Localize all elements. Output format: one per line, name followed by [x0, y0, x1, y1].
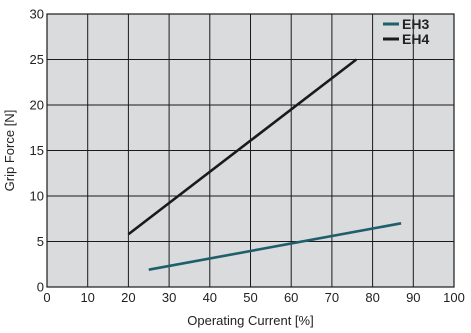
x-tick-label: 90 — [406, 290, 420, 305]
y-tick-label: 5 — [37, 234, 44, 249]
x-tick-label: 100 — [443, 290, 465, 305]
y-axis-label: Grip Force [N] — [2, 110, 17, 192]
x-tick-label: 60 — [284, 290, 298, 305]
legend-label-eh3: EH3 — [402, 16, 429, 32]
tick-labels: 0 10 20 30 40 50 60 70 80 90 100 0 5 10 15 20 25 30 — [30, 7, 465, 306]
x-axis-label: Operating Current [%] — [187, 313, 313, 328]
legend-label-eh4: EH4 — [402, 31, 429, 47]
x-tick-label: 80 — [365, 290, 379, 305]
series-line-eh4 — [127, 58, 358, 236]
y-tick-label: 15 — [30, 143, 44, 158]
y-tick-label: 10 — [30, 189, 44, 204]
y-tick-label: 0 — [37, 280, 44, 295]
x-tick-label: 30 — [162, 290, 176, 305]
y-tick-label: 30 — [30, 7, 44, 22]
y-tick-label: 25 — [30, 52, 44, 67]
series-line-eh3 — [148, 222, 402, 271]
y-tick-label: 20 — [30, 98, 44, 113]
series-lines — [127, 58, 402, 271]
x-tick-label: 70 — [325, 290, 339, 305]
x-tick-label: 10 — [80, 290, 94, 305]
x-tick-label: 50 — [243, 290, 257, 305]
x-tick-label: 0 — [43, 290, 50, 305]
x-tick-label: 40 — [203, 290, 217, 305]
x-tick-label: 20 — [121, 290, 135, 305]
plot-border — [46, 13, 455, 288]
